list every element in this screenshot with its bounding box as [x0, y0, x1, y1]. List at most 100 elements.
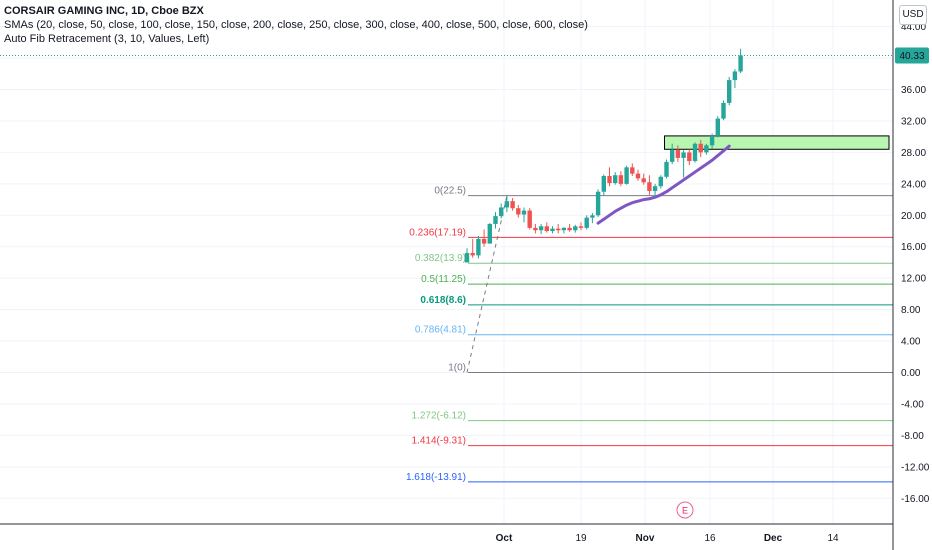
candle	[476, 235, 481, 259]
candle-body	[493, 216, 498, 224]
candle	[647, 175, 652, 195]
fib-level-label: 0.5(11.25)	[421, 274, 466, 285]
candle	[670, 143, 675, 165]
time-tick-label: 19	[575, 533, 587, 544]
candle	[698, 139, 703, 158]
time-tick-label: Nov	[636, 533, 655, 544]
candle-body	[732, 71, 738, 81]
candle	[550, 226, 555, 234]
candle-body	[550, 228, 555, 232]
candle-body	[647, 182, 652, 191]
candle-body	[470, 253, 475, 256]
candle	[573, 224, 578, 233]
sma-line	[596, 144, 731, 225]
price-tick-label: 24.00	[901, 179, 926, 190]
candle-body	[692, 143, 698, 162]
earnings-marker[interactable]: E	[676, 501, 694, 519]
candle	[709, 133, 715, 149]
price-tick-label: -4.00	[901, 399, 924, 410]
support-zone[interactable]	[664, 135, 890, 150]
price-tick-label: 16.00	[901, 242, 926, 253]
fib-level-label: 1.272(-6.12)	[412, 411, 466, 422]
candle-body	[698, 143, 703, 153]
candle	[464, 248, 470, 263]
candle	[590, 212, 595, 224]
candle-body	[487, 223, 492, 244]
candle	[527, 208, 532, 230]
candle-body	[664, 161, 669, 177]
candle	[533, 223, 538, 234]
fib-level-label: 0.236(17.19)	[409, 227, 466, 238]
candle	[624, 165, 629, 185]
candle	[510, 198, 515, 211]
candle-body	[561, 227, 567, 231]
candle-body	[670, 150, 675, 162]
candle-body	[613, 175, 618, 184]
candle	[504, 195, 510, 213]
candle-body	[618, 175, 624, 184]
candle-body	[504, 201, 510, 208]
candle	[516, 205, 521, 218]
fib-level-label: 0.786(4.81)	[415, 325, 466, 336]
candle-body	[578, 226, 584, 228]
price-tick-label: -16.00	[901, 494, 930, 505]
candle	[487, 223, 492, 244]
fib-level-label: 1.618(-13.91)	[406, 472, 466, 483]
candle	[613, 172, 618, 185]
sma-indicator-legend[interactable]: SMAs (20, close, 50, close, 100, close, …	[4, 19, 588, 31]
candle	[561, 227, 567, 234]
fib-retracement: 0(22.5) 0.236(17.19) 0.382(13.9) 0.5(11.25)…	[406, 186, 893, 483]
time-tick-label: 16	[704, 533, 716, 544]
candle	[664, 159, 669, 179]
candle-body	[635, 173, 641, 179]
candle	[630, 163, 635, 176]
grid	[0, 0, 893, 524]
candle-body	[595, 191, 601, 216]
candle-body	[601, 176, 606, 192]
price-tick-label: 28.00	[901, 148, 926, 159]
candle-body	[687, 152, 692, 162]
candle-body	[476, 238, 481, 256]
candle-body	[658, 176, 663, 187]
candle	[618, 171, 624, 187]
zone-rect	[664, 135, 890, 150]
candle-body	[704, 145, 709, 153]
price-tick-label: 4.00	[901, 337, 921, 348]
last-price-label: 40.33	[899, 51, 924, 62]
candle-body	[527, 210, 532, 228]
time-tick-label: Dec	[764, 533, 783, 544]
candle	[681, 150, 686, 178]
candle	[721, 100, 726, 121]
candle	[715, 116, 720, 138]
candle-body	[533, 227, 538, 231]
candle-body	[556, 228, 561, 231]
last-price-tag	[895, 47, 929, 64]
candle-body	[516, 208, 521, 215]
candle	[521, 207, 527, 223]
candle	[727, 76, 732, 106]
candle	[658, 175, 663, 189]
candle	[635, 169, 641, 181]
candle-body	[709, 135, 715, 146]
candle-body	[584, 217, 589, 228]
candle-body	[652, 186, 658, 191]
candle	[738, 48, 743, 74]
candle-body	[481, 238, 487, 244]
fib-level-label: 1(0)	[448, 363, 466, 374]
candle	[595, 189, 601, 217]
candle	[481, 229, 487, 247]
candle-body	[681, 152, 686, 158]
candle-body	[499, 207, 504, 217]
price-tick-label: -12.00	[901, 462, 930, 473]
candle	[652, 183, 658, 198]
candle-body	[641, 178, 646, 183]
candle-body	[464, 253, 470, 263]
price-tick-label: 8.00	[901, 305, 921, 316]
fib-indicator-legend[interactable]: Auto Fib Retracement (3, 10, Values, Lef…	[4, 33, 210, 45]
earnings-letter: E	[682, 506, 688, 516]
candle	[544, 222, 549, 233]
price-tick-label: 12.00	[901, 274, 926, 285]
currency-button[interactable]: USD	[899, 5, 927, 25]
